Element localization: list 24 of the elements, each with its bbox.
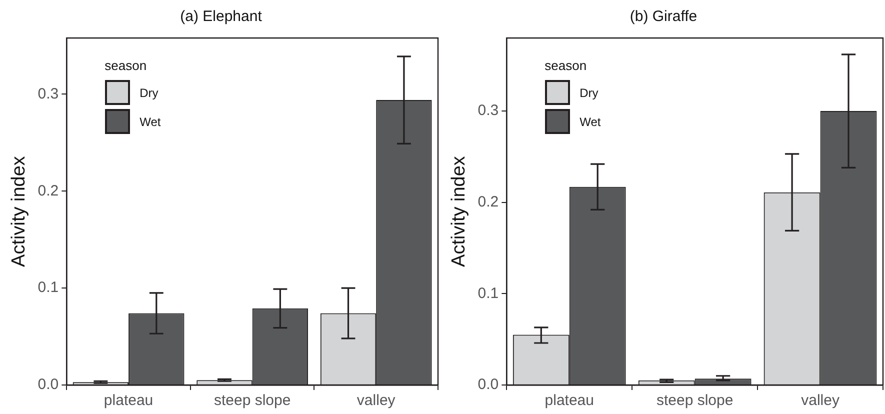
x-tick-label: valley	[801, 392, 840, 410]
y-tick-label: 0.1	[478, 284, 499, 302]
y-tick-label: 0.3	[38, 85, 59, 102]
legend-label: Dry	[580, 86, 598, 100]
y-axis-title: Activity index	[8, 156, 30, 267]
chart-title: (a) Elephant	[180, 8, 263, 26]
y-tick-label: 0.1	[38, 279, 59, 296]
legend-label: Dry	[140, 86, 158, 100]
y-axis-title: Activity index	[448, 156, 470, 267]
legend-label: Wet	[140, 114, 161, 128]
legend-title: season	[544, 58, 588, 73]
y-tick-label: 0.0	[478, 376, 499, 394]
x-tick-label: valley	[356, 392, 396, 410]
chart-title: (b) Giraffe	[630, 8, 698, 26]
x-tick-label: plateau	[544, 392, 594, 410]
x-tick-label: steep slope	[656, 392, 734, 410]
y-tick-label: 0.0	[38, 376, 59, 394]
x-tick-label: steep slope	[214, 392, 291, 410]
legend-title: season	[104, 58, 148, 73]
legend-label: Wet	[580, 114, 601, 128]
y-tick-label: 0.3	[478, 102, 499, 120]
x-tick-label: plateau	[104, 392, 154, 410]
y-tick-label: 0.2	[38, 182, 59, 200]
y-tick-label: 0.2	[478, 194, 499, 211]
